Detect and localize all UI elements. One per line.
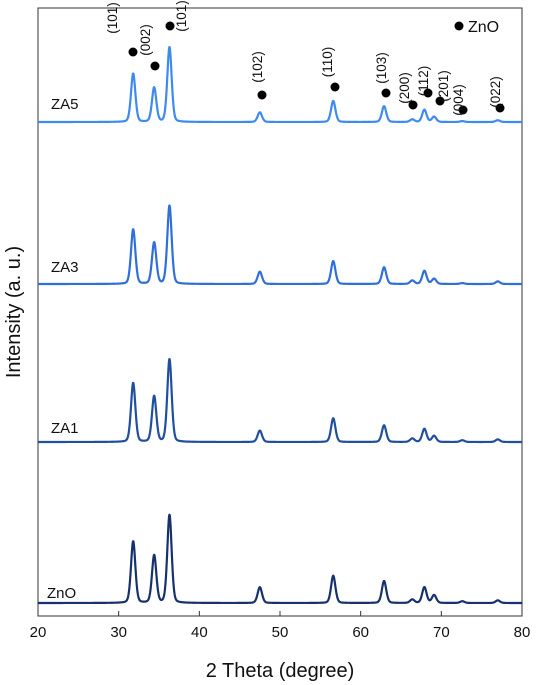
legend-label: ZnO — [468, 19, 499, 36]
peak-marker — [257, 90, 267, 100]
series-label-za3: ZA3 — [51, 259, 79, 276]
peak-marker — [381, 88, 391, 98]
x-tick-label: 30 — [110, 624, 127, 641]
x-tick-label: 20 — [30, 624, 47, 641]
peak-hkl-label: (022) — [488, 76, 503, 108]
peak-marker — [435, 96, 445, 106]
series-line-zno — [37, 513, 523, 605]
y-axis-title: Intensity (a. u.) — [3, 246, 25, 378]
peak-marker — [165, 21, 175, 31]
peak-marker — [423, 88, 433, 98]
x-tick-label: 60 — [352, 624, 369, 641]
series-label-za5: ZA5 — [51, 96, 79, 113]
series-layer: ZA5 ZA3 ZA1 ZnO — [37, 45, 523, 605]
peak-hkl-label: (102) — [250, 51, 265, 83]
peak-hkl-label: (110) — [320, 47, 335, 78]
peak-marker — [495, 103, 505, 113]
peak-hkl-label: (112) — [416, 66, 431, 97]
peak-marker — [128, 47, 138, 57]
x-tick-label: 80 — [514, 624, 531, 641]
series-label-za1: ZA1 — [51, 420, 79, 437]
series-line-za5 — [37, 45, 523, 124]
series-line-za1 — [37, 357, 523, 444]
peak-marker-layer: (101) (002) (101) (102) (110) (103) (200) (112)… — [105, 0, 505, 116]
peak-marker — [150, 61, 160, 71]
x-axis: 20 30 40 50 60 70 80 — [30, 611, 531, 641]
peak-hkl-label: (004) — [451, 84, 466, 116]
peak-hkl-label: (101) — [105, 2, 120, 34]
peak-hkl-label: (201) — [436, 70, 451, 102]
x-tick-label: 50 — [272, 624, 289, 641]
peak-hkl-label: (002) — [138, 24, 153, 56]
series-line-za3 — [37, 204, 523, 286]
x-axis-title: 2 Theta (degree) — [206, 660, 355, 682]
peak-marker — [458, 105, 468, 115]
x-tick-label: 40 — [191, 624, 208, 641]
x-tick-label: 70 — [433, 624, 450, 641]
peak-hkl-label: (103) — [374, 52, 389, 84]
peak-hkl-label: (200) — [397, 72, 412, 104]
legend: ZnO — [454, 19, 499, 36]
series-label-zno: ZnO — [47, 585, 76, 602]
peak-hkl-label: (101) — [174, 0, 189, 32]
peak-marker — [408, 100, 418, 110]
legend-marker-icon — [454, 21, 464, 31]
peak-marker — [330, 82, 340, 92]
